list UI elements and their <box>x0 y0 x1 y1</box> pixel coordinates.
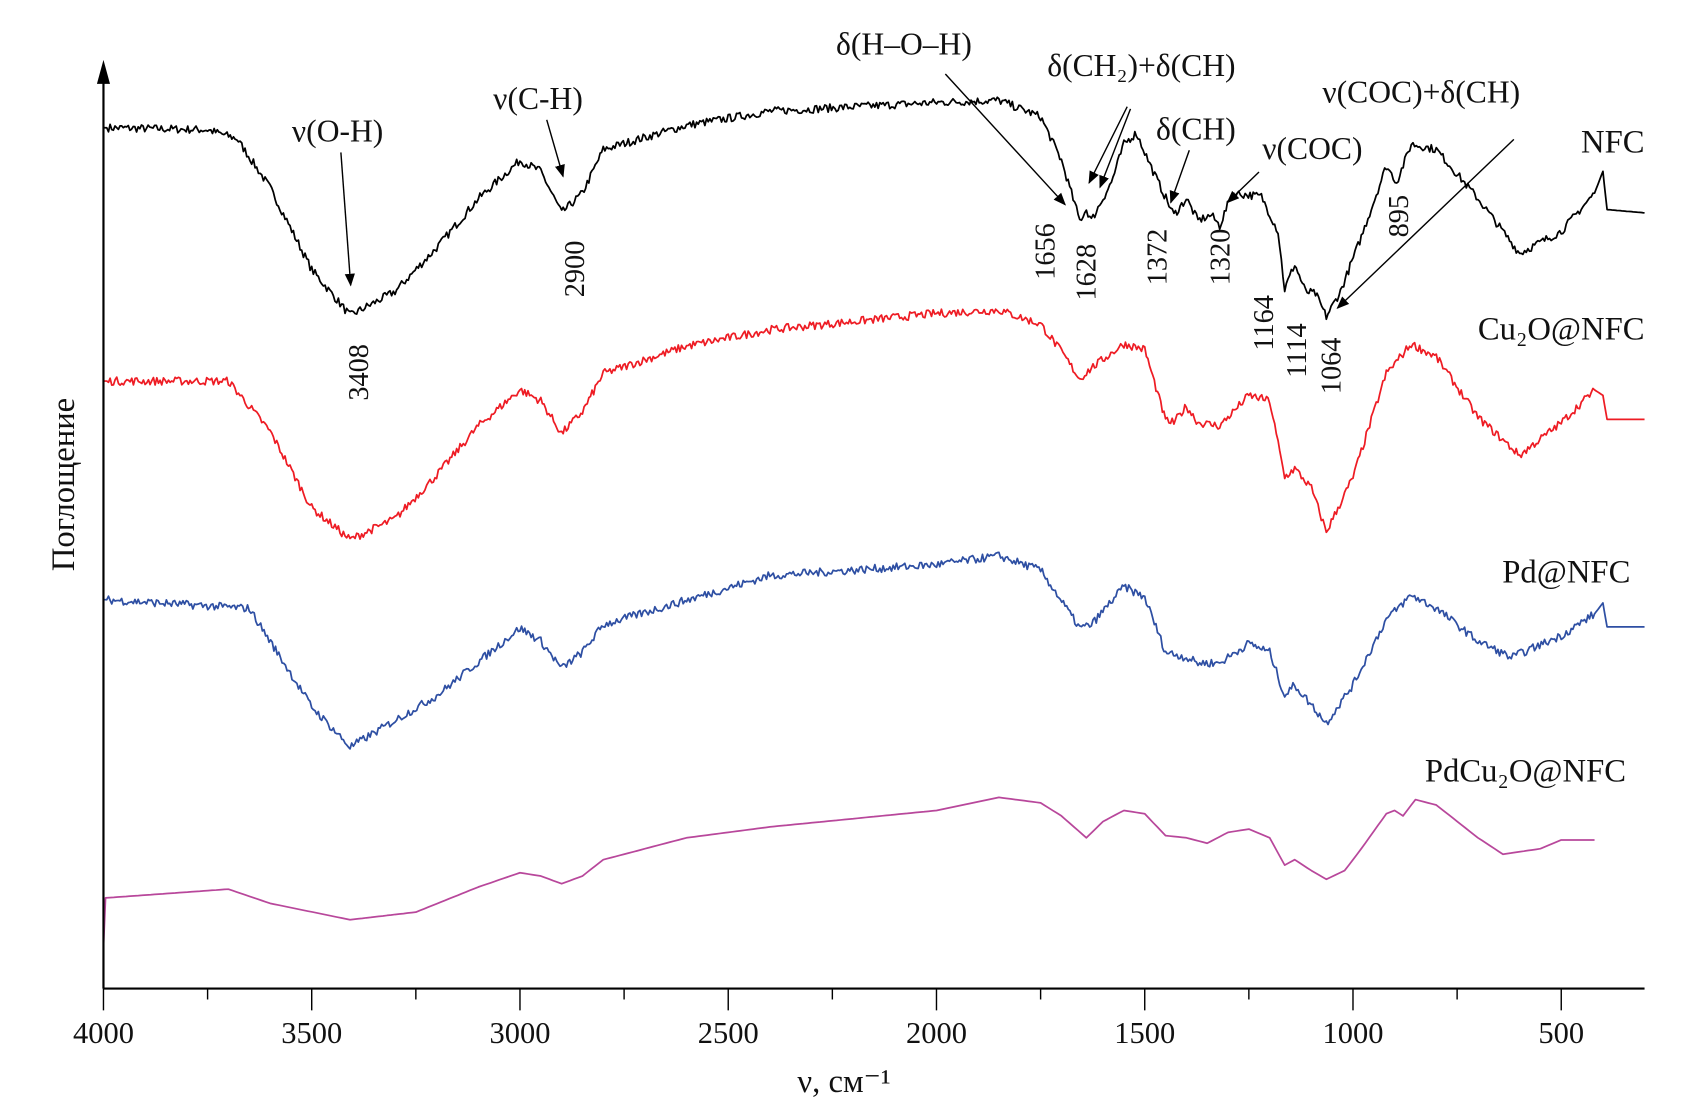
series-label-cu2o-nfc: Cu₂O@NFC <box>1478 312 1645 348</box>
series-line-nfc <box>103 96 1645 321</box>
peak-label-1164: 1164 <box>1249 295 1280 351</box>
band-label-dch: δ(CH) <box>1156 111 1236 146</box>
peak-label-895: 895 <box>1384 195 1415 237</box>
x-tick-label: 3500 <box>281 1016 342 1050</box>
series-label-pdcu2o-nfc: PdCu₂O@NFC <box>1425 754 1626 790</box>
peak-label-1372: 1372 <box>1142 229 1173 286</box>
peak-label-3408: 3408 <box>344 344 375 401</box>
arrow-hoh <box>944 73 1067 206</box>
peak-label-1320: 1320 <box>1206 229 1237 286</box>
band-label-ch: ν(C-H) <box>493 81 583 116</box>
peak-label-1114: 1114 <box>1282 323 1313 377</box>
band-annotations <box>340 73 1515 309</box>
series-line-cu-o-nfc <box>103 308 1645 540</box>
arrow-dch <box>1169 150 1190 204</box>
peak-label-1064: 1064 <box>1317 338 1348 395</box>
band-label-oh: ν(O-H) <box>292 114 383 149</box>
band-label-hoh: δ(H–O–H) <box>836 26 972 61</box>
series-label-pd-nfc: Pd@NFC <box>1502 554 1630 590</box>
band-label-ch2-ch: δ(CH₂)+δ(CH) <box>1047 48 1235 83</box>
x-tick-label: 1500 <box>1114 1016 1175 1050</box>
x-tick-label: 500 <box>1538 1016 1584 1050</box>
arrow-coc <box>1226 171 1260 204</box>
x-tick-label: 3000 <box>489 1016 550 1050</box>
peak-label-1628: 1628 <box>1072 244 1103 301</box>
arrow-ch <box>546 119 565 178</box>
series-line-pd-nfc <box>103 551 1645 750</box>
y-axis-label: Поглощение <box>46 398 82 571</box>
band-label-coc-ch: ν(COC)+δ(CH) <box>1322 74 1520 109</box>
peak-label-1656: 1656 <box>1030 223 1061 280</box>
x-tick-label: 2000 <box>906 1016 967 1050</box>
axes: 4000 3500 3000 2500 2000 1500 1000 500 <box>73 59 1645 1050</box>
series-layer <box>102 96 1645 948</box>
series-line-pdcu-o-nfc <box>102 796 1595 948</box>
peak-label-2900: 2900 <box>560 241 591 298</box>
x-tick-label: 4000 <box>73 1016 134 1050</box>
arrow-ch2-b <box>1099 108 1132 189</box>
y-axis-arrow-icon <box>96 59 110 84</box>
band-label-coc: ν(COC) <box>1262 131 1362 166</box>
x-tick-label: 2500 <box>698 1016 759 1050</box>
arrow-ch2-a <box>1088 106 1128 185</box>
arrow-coc-ch <box>1336 138 1515 309</box>
series-label-nfc: NFC <box>1581 124 1645 160</box>
x-axis-label: ν, см⁻¹ <box>797 1064 890 1100</box>
x-tick-label: 1000 <box>1323 1016 1384 1050</box>
arrow-oh <box>340 152 355 287</box>
